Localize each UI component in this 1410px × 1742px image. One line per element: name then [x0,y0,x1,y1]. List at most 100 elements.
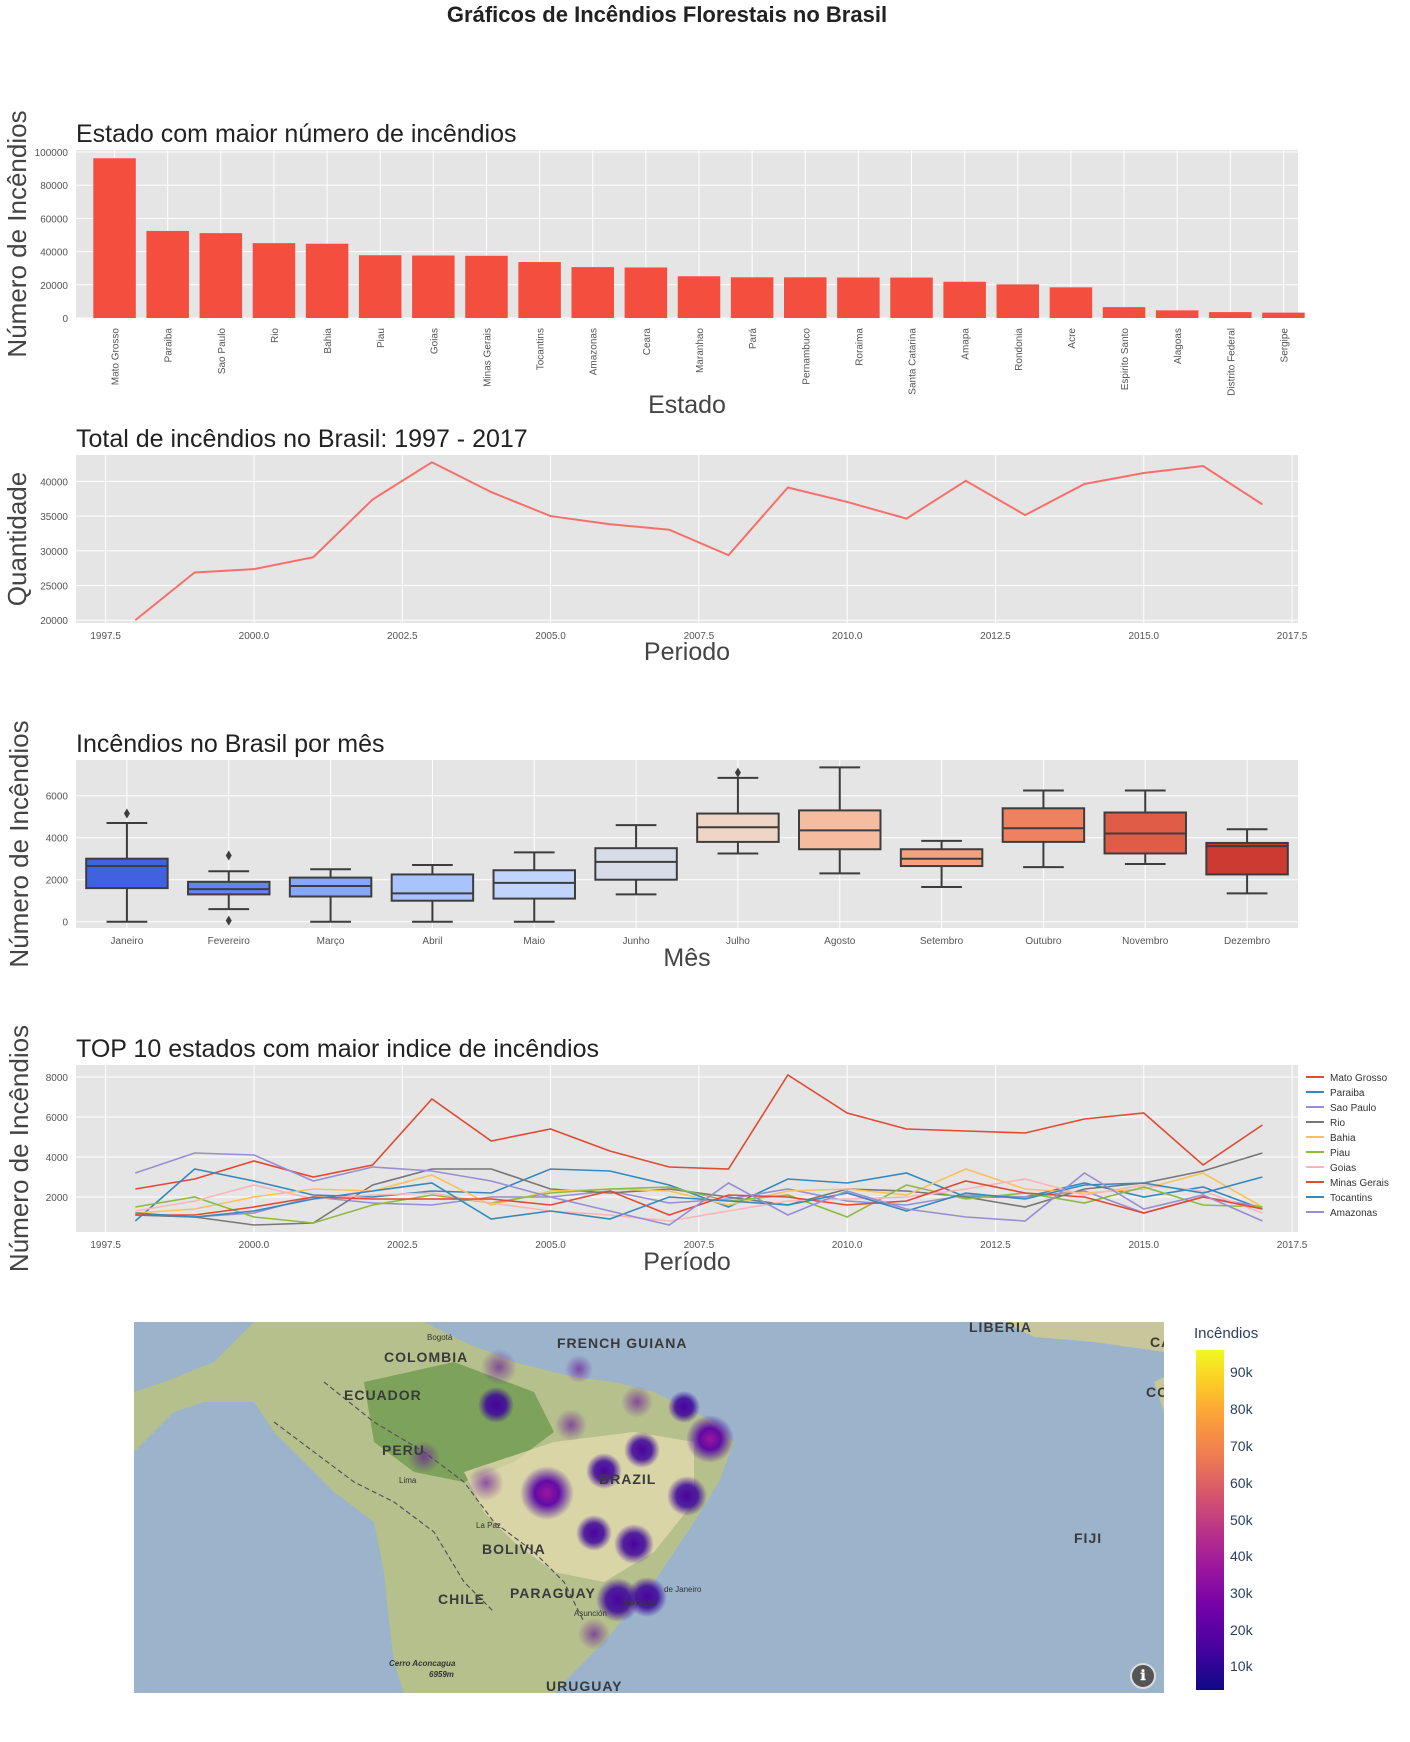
x-tick-label: 2000.0 [239,631,270,642]
y-tick-label: 20000 [40,281,68,292]
y-tick-label: 2000 [46,876,69,887]
x-tick-label: Goias [429,328,440,354]
x-tick-label: Mato Grosso [111,328,122,386]
y-tick-label: 6000 [46,1113,69,1124]
box-body [899,848,984,868]
bar [677,276,721,318]
bar [518,262,561,318]
box-body [85,857,169,890]
y-axis-label: Quantidade [2,472,32,606]
legend-label: Paraiba [1330,1088,1365,1099]
label-colombia: COLOMBIA [384,1349,468,1365]
x-tick-label: Ceara [642,328,653,356]
x-tick-label: Janeiro [111,936,144,947]
bar [890,277,933,318]
x-tick-label: 2002.5 [387,631,418,642]
box-agosto [798,766,882,875]
bar [784,277,827,318]
x-tick-label: Amazonas [589,328,600,375]
y-tick-label: 2000 [46,1193,69,1204]
legend-label: Tocantins [1330,1193,1372,1204]
x-tick-label: Minas Gerais [482,328,493,387]
y-tick-label: 60000 [40,214,68,225]
x-tick-label: Julho [726,936,750,947]
bar [624,267,668,318]
x-tick-label: Sao Paulo [217,328,228,375]
label-liberia: LIBERIA [969,1322,1032,1335]
label-peru: PERU [382,1442,425,1458]
bar [412,255,455,318]
box-body [187,880,271,896]
box-body [492,869,576,900]
x-tick-label: 2015.0 [1128,1240,1159,1251]
box-body [1205,841,1289,876]
x-tick-label: Alagoas [1173,328,1184,364]
box-junho [594,824,678,896]
label-bolivia: BOLIVIA [482,1541,546,1557]
outlier-point [225,850,232,861]
x-tick-label: Piau [376,328,387,348]
label-french-guiana: FRENCH GUIANA [557,1335,687,1351]
plot-area [76,1065,1298,1232]
label-la-paz: La Paz [476,1521,501,1530]
chart-title: Total de incêndios no Brasil: 1997 - 201… [76,425,528,453]
chart-panel-1: Estado com maior número de incêndios 0 200… [2,110,1305,419]
x-axis-label: Período [643,1248,731,1276]
x-tick-label: Pará [748,328,759,350]
x-tick-label: Agosto [824,936,856,947]
chart-panel-2: Total de incêndios no Brasil: 1997 - 201… [2,425,1308,666]
fire-density-spots [408,1349,734,1650]
x-tick-label: Bahia [323,328,334,354]
map-panel[interactable]: COLOMBIA FRENCH GUIANA ECUADOR PERU BRAZ… [134,1322,1164,1693]
chart-title: Estado com maior número de incêndios [76,120,517,148]
y-tick-label: 25000 [40,582,68,593]
x-tick-label: Março [317,936,345,947]
label-uruguay: URUGUAY [546,1678,623,1693]
outlier-point [734,767,741,778]
x-tick-label: Junho [622,936,650,947]
colorbar-tick: 80k [1230,1401,1253,1417]
colorbar-tick: 90k [1230,1364,1253,1380]
box-março [288,868,373,923]
y-tick-label: 40000 [40,248,68,259]
x-tick-label: Espirito Santo [1120,328,1131,391]
box-body [594,847,678,881]
x-tick-label: Fevereiro [208,936,251,947]
x-tick-label: 2005.0 [535,1240,566,1251]
y-tick-label: 35000 [40,512,68,523]
box-dezembro [1205,828,1289,895]
colorbar-tick: 60k [1230,1475,1253,1491]
label-aconcagua: Cerro Aconcagua [389,1659,456,1668]
label-sao-paulo: São Paulo [620,1598,657,1607]
bar [1155,310,1199,318]
south-america-map: COLOMBIA FRENCH GUIANA ECUADOR PERU BRAZ… [134,1322,1164,1693]
bar [571,267,614,318]
bar [465,255,508,318]
y-tick-label: 4000 [46,834,69,845]
info-icon[interactable]: ℹ [1130,1663,1156,1689]
x-tick-label: Outubro [1025,936,1062,947]
x-tick-label: Dezembro [1224,936,1271,947]
x-tick-label: 2012.5 [980,1240,1011,1251]
y-tick-label: 40000 [40,477,68,488]
y-tick-label: 100000 [35,148,69,159]
box-fevereiro [187,850,271,926]
x-tick-label: 2002.5 [387,1240,418,1251]
colorbar-tick: 70k [1230,1438,1253,1454]
x-axis-label: Periodo [644,638,730,666]
label-fiji: FIJI [1074,1530,1102,1546]
series-line [135,1073,1263,1190]
bar [199,233,243,318]
box-setembro [899,839,984,889]
y-axis-label: Número de Incêndios [2,110,32,357]
x-tick-label: Sergipe [1279,328,1290,363]
x-tick-label: 1997.5 [90,1240,121,1251]
x-tick-label: 1997.5 [90,631,121,642]
continent-shape [134,1322,734,1693]
x-tick-label: 2017.5 [1277,1240,1308,1251]
x-tick-label: Amapa [961,328,972,360]
figure-title: Gráficos de Incêndios Florestais no Bras… [446,2,888,27]
charts-canvas: Estado com maior número de incêndios 0 200… [2,110,1389,1276]
label-brazil: BRAZIL [599,1471,656,1487]
bar [1209,312,1252,318]
